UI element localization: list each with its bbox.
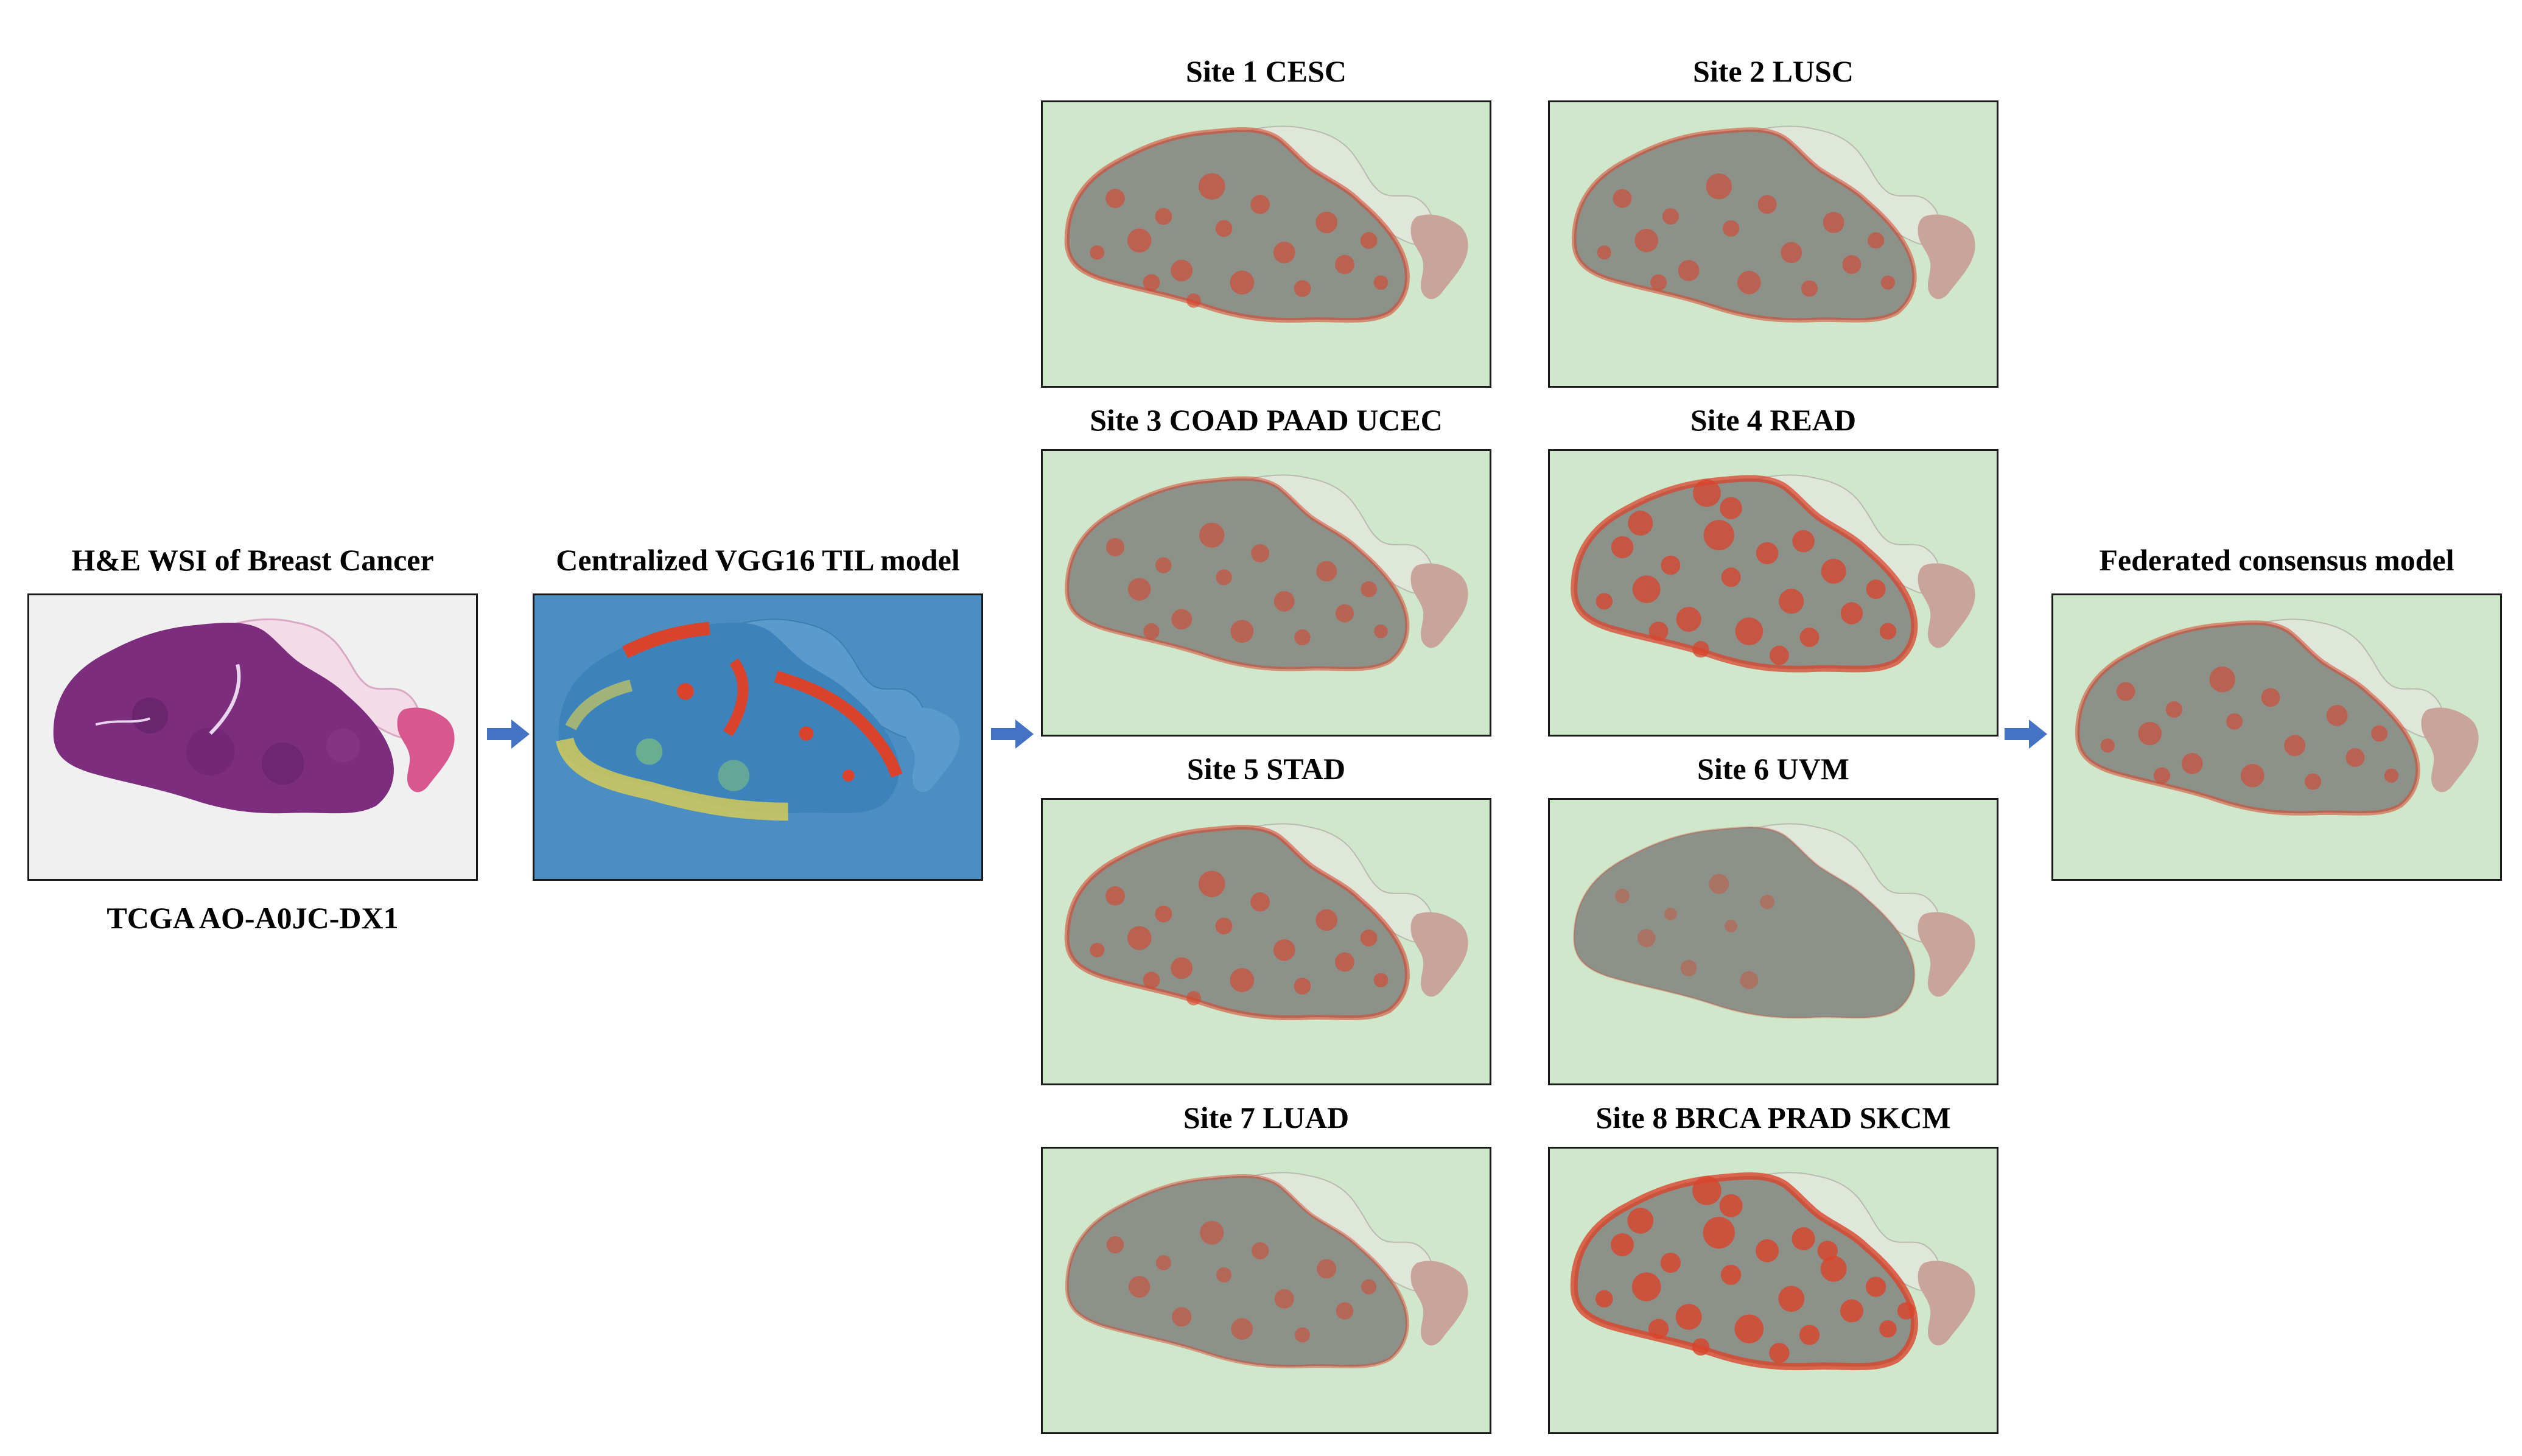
- site-label: Site 1 CESC: [1186, 54, 1347, 88]
- site-label: Site 7 LUAD: [1183, 1101, 1350, 1135]
- site-label: Site 2 LUSC: [1693, 54, 1854, 88]
- source-caption: TCGA AO-A0JC-DX1: [107, 901, 399, 935]
- federated-title: Federated consensus model: [2099, 543, 2454, 577]
- site-til-heatmap: [1548, 1147, 1998, 1434]
- federated-til-heatmap: [2051, 593, 2502, 881]
- site-til-heatmap: [1041, 1147, 1491, 1434]
- he-wsi-image: [27, 593, 478, 881]
- site-label: Site 6 UVM: [1697, 752, 1849, 786]
- site-label: Site 3 COAD PAAD UCEC: [1090, 403, 1443, 437]
- site-til-heatmap: [1041, 798, 1491, 1085]
- centralized-title: Centralized VGG16 TIL model: [556, 543, 960, 577]
- site-til-heatmap: [1548, 100, 1998, 388]
- site-til-heatmap: [1548, 798, 1998, 1085]
- site-til-heatmap: [1041, 449, 1491, 737]
- centralized-til-heatmap: [533, 593, 983, 881]
- source-title: H&E WSI of Breast Cancer: [71, 543, 434, 577]
- site-label: Site 5 STAD: [1186, 752, 1346, 786]
- arrow-right-icon: [991, 719, 1034, 749]
- site-til-heatmap: [1548, 449, 1998, 737]
- site-til-heatmap: [1041, 100, 1491, 388]
- site-label: Site 8 BRCA PRAD SKCM: [1596, 1101, 1951, 1135]
- arrow-right-icon: [2005, 719, 2047, 749]
- arrow-right-icon: [487, 719, 530, 749]
- site-label: Site 4 READ: [1690, 403, 1857, 437]
